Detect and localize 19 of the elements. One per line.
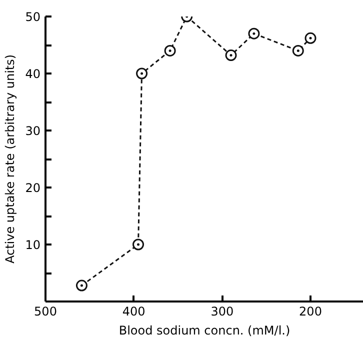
point bbox=[248, 28, 260, 40]
x-tick-label: 500 bbox=[34, 304, 57, 318]
point bbox=[76, 280, 88, 292]
point bbox=[164, 44, 176, 56]
y-tick-label: 40 bbox=[25, 67, 41, 81]
point bbox=[136, 68, 148, 80]
point bbox=[132, 238, 144, 250]
point bbox=[225, 50, 237, 61]
y-axis-title: Active uptake rate (arbitrary units) bbox=[3, 54, 18, 264]
y-tick-label: 50 bbox=[25, 10, 41, 24]
x-axis-title: Blood sodium concn. (mM/l.) bbox=[118, 324, 290, 338]
x-tick-label: 200 bbox=[299, 304, 322, 318]
y-tick-label: 20 bbox=[25, 181, 41, 195]
y-tick-label: 30 bbox=[25, 124, 41, 138]
point bbox=[292, 44, 304, 56]
x-tick-label: 400 bbox=[122, 304, 146, 318]
point bbox=[304, 32, 316, 44]
x-tick-label: 300 bbox=[210, 304, 234, 318]
y-tick-label: 10 bbox=[25, 238, 41, 252]
